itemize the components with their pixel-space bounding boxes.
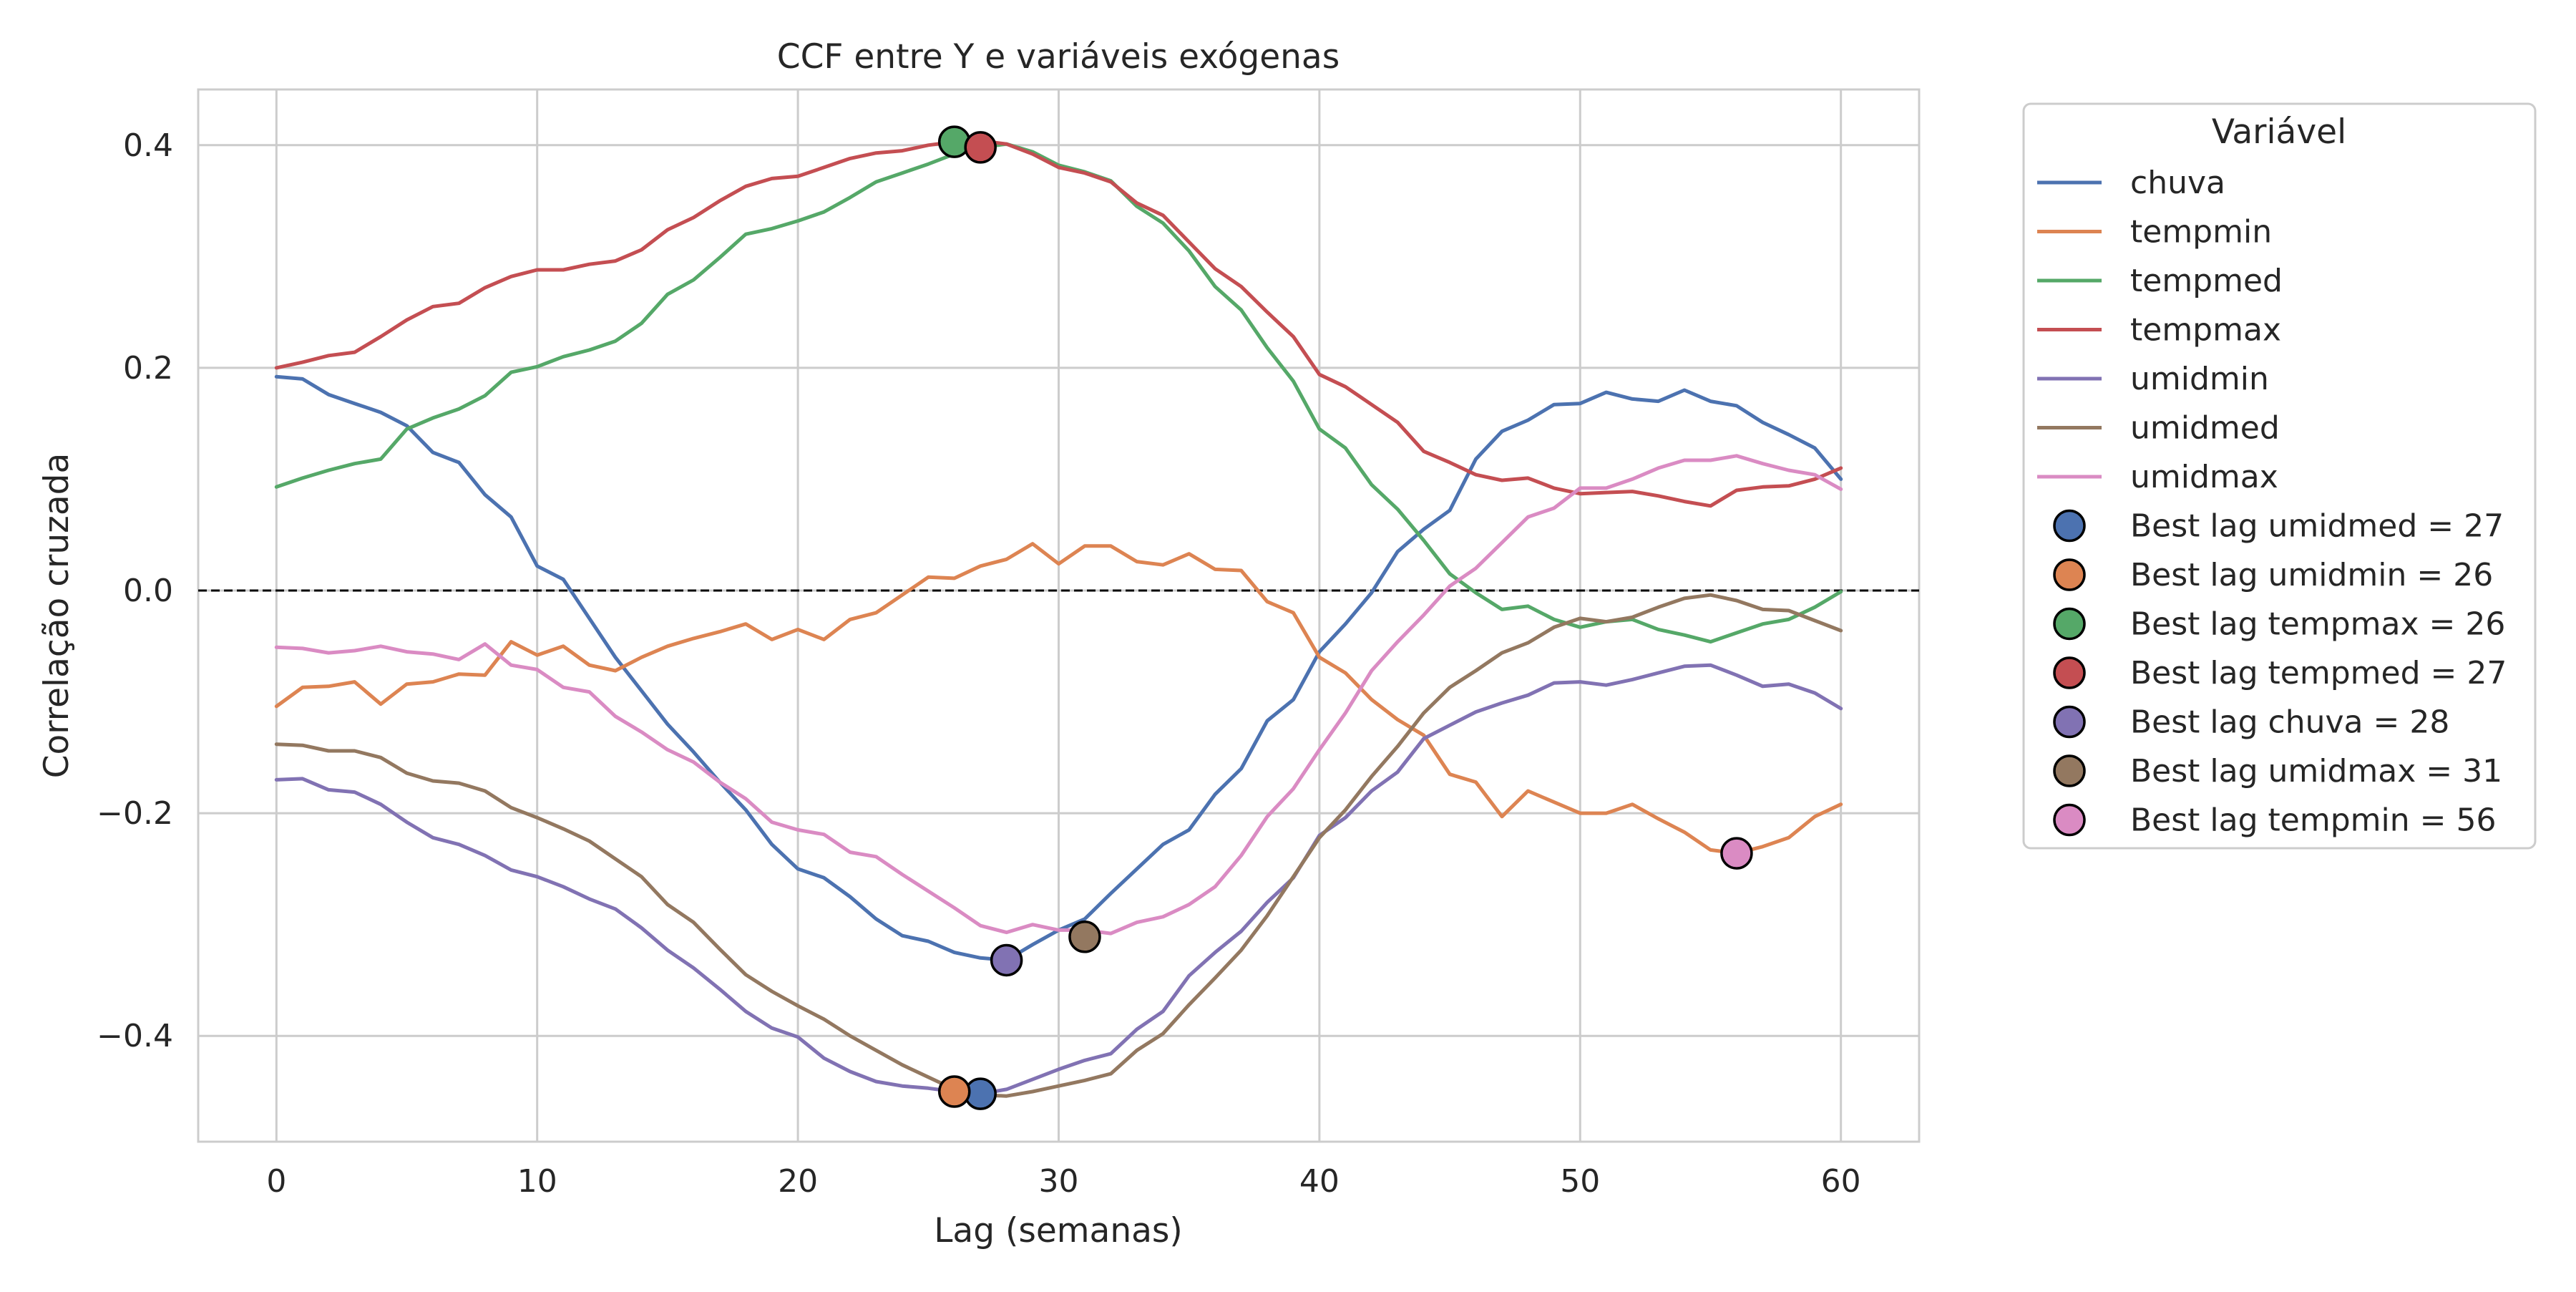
legend-label-umidmin: umidmin bbox=[2130, 361, 2269, 397]
best-lag-marker-1 bbox=[937, 1075, 971, 1108]
x-tick-label-4: 40 bbox=[1299, 1163, 1340, 1200]
plot-frame bbox=[197, 88, 1921, 1143]
legend-label-best-lag-5: Best lag umidmax = 31 bbox=[2130, 753, 2502, 790]
x-axis-label: Lag (semanas) bbox=[934, 1211, 1183, 1250]
x-tick-label-6: 60 bbox=[1821, 1163, 1861, 1200]
x-tick-label-2: 20 bbox=[778, 1163, 818, 1200]
y-tick-label-4: −0.4 bbox=[97, 1018, 173, 1054]
series-line-tempmin bbox=[274, 542, 1843, 855]
legend-label-best-lag-1: Best lag umidmin = 26 bbox=[2130, 557, 2493, 593]
best-lag-marker-6 bbox=[1720, 837, 1753, 870]
legend-label-chuva: chuva bbox=[2130, 165, 2225, 201]
legend-label-tempmin: tempmin bbox=[2130, 214, 2272, 251]
legend-label-best-lag-4: Best lag chuva = 28 bbox=[2130, 704, 2449, 741]
legend-label-umidmed: umidmed bbox=[2130, 410, 2280, 447]
legend-marker-1 bbox=[2053, 558, 2086, 591]
best-lag-marker-5 bbox=[1068, 921, 1101, 953]
x-tick-label-5: 50 bbox=[1560, 1163, 1600, 1200]
legend: Variável chuva tempmin tempmed tempmax umidm… bbox=[2022, 102, 2537, 850]
legend-title: Variável bbox=[2212, 112, 2346, 152]
y-axis-label: Correlação cruzada bbox=[37, 453, 77, 779]
legend-label-best-lag-6: Best lag tempmin = 56 bbox=[2130, 802, 2496, 839]
legend-label-best-lag-2: Best lag tempmax = 26 bbox=[2130, 606, 2505, 643]
legend-items: chuva tempmin tempmed tempmax umidmin umidmed… bbox=[2037, 165, 2507, 839]
y-axis-ticks: 0.4 0.2 0.0 −0.2 −0.4 bbox=[97, 127, 173, 1054]
series-line-umidmax bbox=[274, 454, 1843, 936]
y-tick-label-0: 0.4 bbox=[123, 127, 173, 164]
y-tick-label-1: 0.2 bbox=[123, 350, 173, 387]
series-line-umidmed bbox=[274, 593, 1843, 1098]
x-axis-ticks: 0 10 20 30 40 50 60 bbox=[266, 1163, 1860, 1200]
best-lag-marker-4 bbox=[990, 943, 1023, 977]
x-tick-label-1: 10 bbox=[517, 1163, 557, 1200]
best-lag-marker-3 bbox=[964, 131, 997, 164]
y-tick-label-2: 0.0 bbox=[123, 573, 173, 609]
legend-label-tempmed: tempmed bbox=[2130, 263, 2283, 299]
series-line-tempmed bbox=[274, 142, 1843, 644]
legend-box bbox=[2022, 102, 2537, 850]
legend-label-best-lag-0: Best lag umidmed = 27 bbox=[2130, 508, 2504, 545]
legend-label-tempmax: tempmax bbox=[2130, 312, 2281, 349]
y-tick-label-3: −0.2 bbox=[97, 795, 173, 832]
best-lag-markers bbox=[937, 125, 1753, 1110]
legend-label-best-lag-3: Best lag tempmed = 27 bbox=[2130, 655, 2507, 691]
legend-marker-6 bbox=[2053, 803, 2086, 837]
best-lag-marker-2 bbox=[937, 125, 971, 158]
legend-label-umidmax: umidmax bbox=[2130, 459, 2278, 495]
legend-marker-2 bbox=[2053, 607, 2086, 641]
legend-marker-3 bbox=[2053, 656, 2086, 689]
legend-marker-4 bbox=[2053, 705, 2086, 739]
series-lines bbox=[274, 139, 1843, 1098]
chart-title: CCF entre Y e variáveis exógenas bbox=[777, 37, 1340, 77]
x-tick-label-3: 30 bbox=[1039, 1163, 1079, 1200]
legend-marker-0 bbox=[2053, 509, 2086, 543]
x-tick-label-0: 0 bbox=[266, 1163, 286, 1200]
legend-marker-5 bbox=[2053, 754, 2086, 787]
series-line-tempmax bbox=[274, 139, 1843, 508]
series-line-umidmin bbox=[274, 663, 1843, 1096]
